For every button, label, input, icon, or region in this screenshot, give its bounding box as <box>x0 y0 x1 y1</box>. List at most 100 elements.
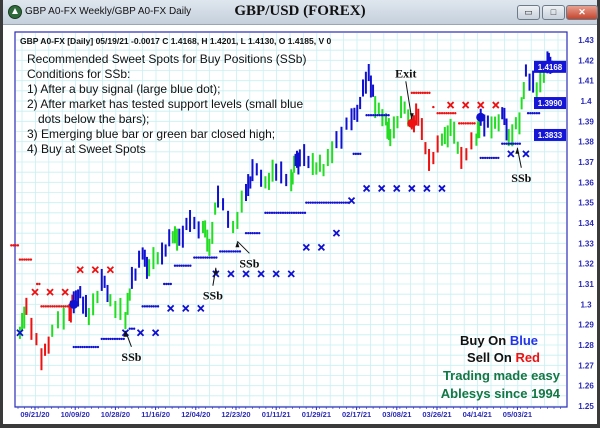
x-tick-label: 02/17/21 <box>342 410 371 419</box>
support-dot <box>512 142 515 145</box>
support-dot <box>218 250 222 253</box>
support-dot <box>72 345 75 349</box>
support-dot <box>494 156 498 160</box>
legend-block: Buy On Blue Sell On Red Trading made eas… <box>441 333 561 401</box>
red-x-marker <box>446 101 455 109</box>
support-dot <box>367 114 370 117</box>
support-dot <box>316 201 319 204</box>
resistance-dot <box>16 244 20 247</box>
support-dot <box>518 142 522 145</box>
blue-x-marker <box>287 270 295 278</box>
support-dot <box>186 264 190 267</box>
red-x-marker <box>477 101 485 109</box>
support-dot <box>167 282 170 286</box>
support-dot <box>193 256 196 259</box>
y-tick-label: 1.3 <box>580 300 592 309</box>
resistance-dot <box>42 305 45 308</box>
support-dot <box>387 114 390 117</box>
resistance-dot <box>20 258 24 261</box>
support-dot <box>81 345 84 349</box>
support-dot <box>318 201 321 204</box>
support-dot <box>307 201 310 204</box>
resistance-dot <box>460 122 463 125</box>
resistance-dot <box>423 91 427 95</box>
resistance-dot <box>12 244 15 247</box>
support-dot <box>120 337 123 341</box>
resistance-dot <box>457 122 461 125</box>
support-dot <box>122 337 125 341</box>
grid <box>16 33 566 407</box>
support-dot <box>229 250 233 253</box>
arrow-head-icon <box>409 113 414 120</box>
support-dot <box>199 256 203 259</box>
resistance-dot <box>66 305 70 308</box>
arrow-head-icon <box>123 330 128 337</box>
resistance-dot <box>454 112 457 115</box>
price-tag <box>534 128 566 141</box>
support-dot <box>197 256 200 259</box>
support-dot <box>182 264 185 267</box>
y-tick-label: 1.39 <box>578 117 594 126</box>
minimize-button[interactable]: ▭ <box>517 5 540 20</box>
y-tick-label: 1.29 <box>578 321 594 330</box>
support-dot <box>130 327 134 330</box>
support-dot <box>356 152 360 156</box>
y-tick-label: 1.33 <box>578 239 594 248</box>
maximize-button[interactable]: □ <box>542 5 565 20</box>
support-dot <box>507 142 511 145</box>
support-dot <box>292 211 296 215</box>
x-tick-label: 05/03/21 <box>503 410 532 419</box>
blue-x-marker <box>362 184 371 193</box>
support-dot <box>374 114 377 117</box>
support-dot <box>526 112 530 115</box>
resistance-dot <box>412 91 416 95</box>
support-dot <box>232 250 235 253</box>
blue-x-marker <box>522 150 530 158</box>
note-line: 3) Emerging blue bar or green bar closed… <box>27 127 275 141</box>
support-dot <box>497 156 500 160</box>
support-dot <box>102 337 106 341</box>
arrow-head-icon <box>235 241 240 248</box>
close-button[interactable]: ✕ <box>566 5 598 20</box>
resistance-dot <box>436 112 439 115</box>
support-dot <box>272 211 276 215</box>
blue-x-marker <box>302 243 310 252</box>
y-tick-label: 1.28 <box>578 341 594 350</box>
support-dot <box>359 152 362 156</box>
blue-x-marker <box>182 304 190 313</box>
support-dot <box>253 231 257 235</box>
resistance-dot <box>466 122 470 125</box>
support-dot <box>283 211 287 215</box>
window-title: GBP A0-FX Weekly/GBP A0-FX Daily <box>25 6 192 17</box>
title-bar: GBP A0-FX Weekly/GBP A0-FX Daily GBP/USD… <box>3 0 598 25</box>
support-dot <box>505 142 508 145</box>
support-dot <box>297 211 300 215</box>
resistance-dot <box>464 122 467 125</box>
support-dot <box>234 250 237 253</box>
support-dot <box>290 211 293 215</box>
support-dot <box>378 114 381 117</box>
legend-tagline: Trading made easy <box>443 368 561 383</box>
resistance-dot <box>451 112 455 115</box>
blue-x-marker <box>423 184 431 193</box>
resistance-dot <box>447 112 450 115</box>
support-dot <box>286 211 289 215</box>
annotation-label: SSb <box>239 256 259 270</box>
support-dot <box>281 211 285 215</box>
support-dot <box>143 305 147 308</box>
red-x-marker <box>46 288 54 296</box>
resistance-dot <box>40 305 43 308</box>
support-dot <box>165 282 168 286</box>
support-dot <box>279 211 282 215</box>
y-tick-label: 1.42 <box>578 56 594 65</box>
red-x-marker <box>91 266 99 274</box>
legend-buy-word: Blue <box>510 333 538 348</box>
support-dot <box>277 211 280 215</box>
support-dot <box>189 264 192 267</box>
support-dot <box>301 211 304 215</box>
support-dot <box>331 201 334 204</box>
support-dot <box>87 345 91 349</box>
support-dot <box>83 345 86 349</box>
app-logo-icon <box>8 5 22 19</box>
